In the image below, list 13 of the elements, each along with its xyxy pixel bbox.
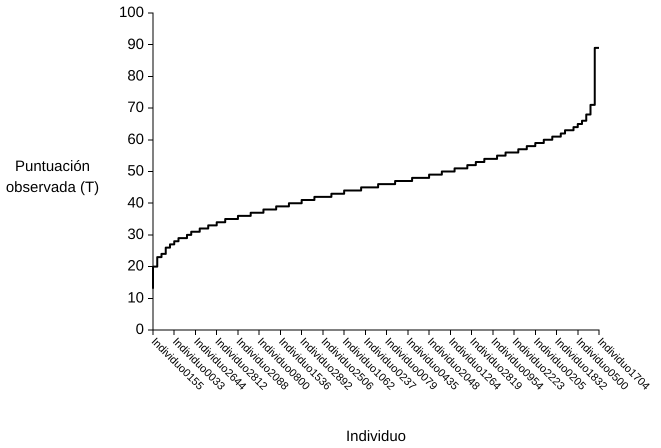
- y-axis-title: Puntuación observada (T): [4, 157, 100, 198]
- y-tick-label: 80: [127, 68, 144, 85]
- y-tick-label: 10: [127, 289, 144, 306]
- y-tick-label: 20: [127, 258, 144, 275]
- y-tick-label: 100: [118, 4, 144, 22]
- y-tick-label: 60: [127, 130, 144, 148]
- x-axis-title: Individuo: [346, 428, 406, 446]
- y-tick-label: 0: [136, 321, 144, 338]
- y-tick-label: 90: [127, 36, 144, 53]
- y-tick-label: 70: [127, 99, 144, 116]
- y-tick-label: 40: [127, 194, 144, 212]
- y-tick-label: 30: [127, 226, 144, 244]
- y-tick-label: 50: [127, 162, 144, 180]
